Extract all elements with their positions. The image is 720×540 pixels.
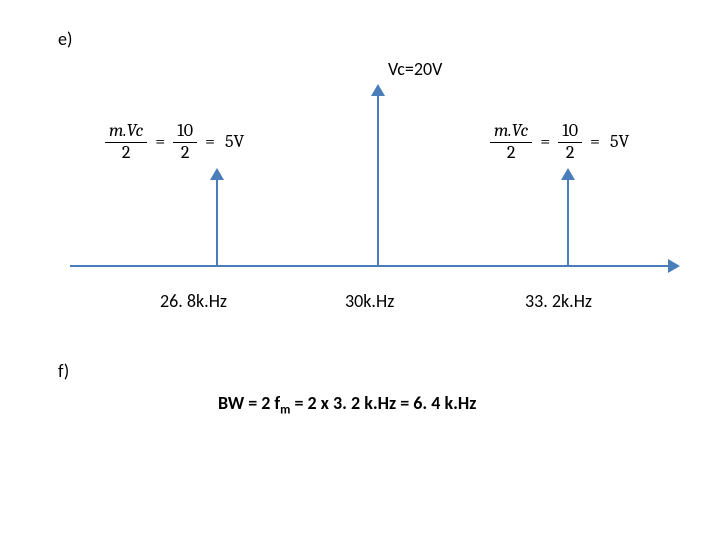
bw-formula: BW = 2 fm = 2 x 3. 2 k.Hz = 6. 4 k.Hz [218, 392, 476, 414]
bw-rest: = 2 x 3. 2 k.Hz = 6. 4 k.Hz [290, 392, 476, 414]
freq-right-label: 33. 2k.Hz [525, 290, 592, 312]
spectrum-diagram [0, 0, 720, 540]
part-f-label: f) [58, 360, 69, 382]
bw-prefix: BW = 2 f [218, 392, 280, 414]
freq-center-label: 30k.Hz [345, 290, 394, 312]
freq-left-label: 26. 8k.Hz [160, 290, 227, 312]
bw-sub: m [280, 403, 290, 418]
